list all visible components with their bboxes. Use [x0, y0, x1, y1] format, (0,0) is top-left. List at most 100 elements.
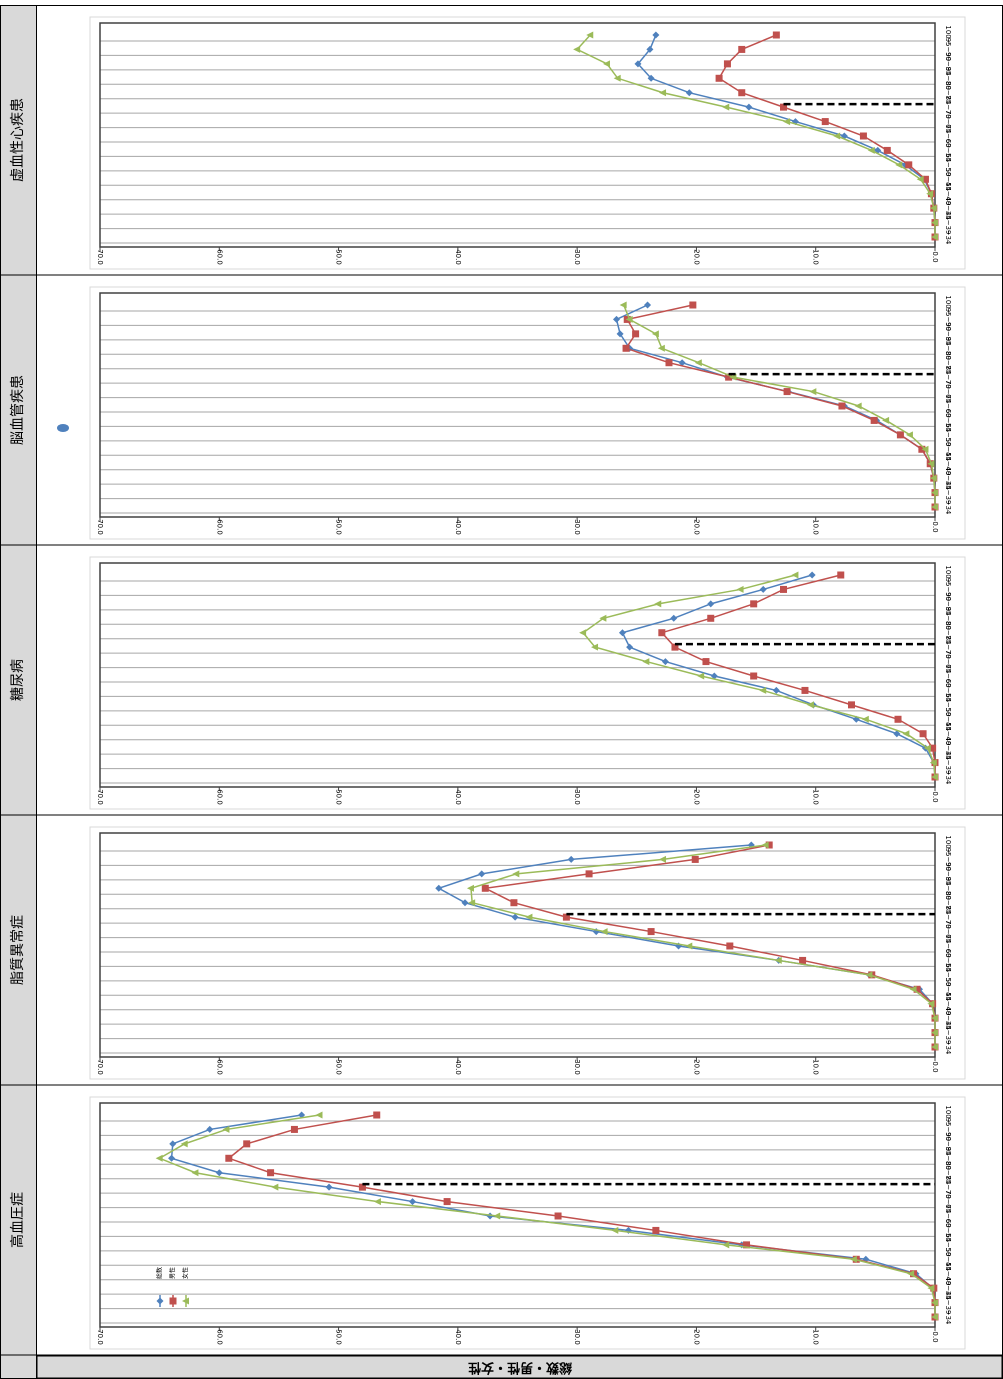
marker: [927, 1284, 935, 1292]
x-tick-label: 50.0: [335, 1059, 343, 1075]
marker: [659, 855, 667, 863]
marker: [481, 884, 489, 892]
marker: [613, 74, 621, 82]
category-label: 75~79: [944, 365, 952, 389]
category-label: ~34: [944, 500, 952, 515]
category-label: 75~79: [944, 95, 952, 119]
marker: [931, 219, 938, 227]
category-label: 50~54: [944, 977, 952, 1001]
table-border: [0, 5, 1003, 1379]
marker: [689, 301, 697, 309]
series-line: [718, 34, 936, 237]
marker: [931, 503, 938, 511]
chart-frame: [89, 1096, 966, 1350]
marker: [243, 1140, 251, 1148]
marker: [931, 1043, 938, 1051]
category-label: 95~99: [944, 308, 952, 332]
plot-area: [99, 832, 936, 1058]
marker: [895, 161, 903, 169]
category-label: 70~74: [944, 920, 952, 944]
marker: [602, 60, 610, 68]
category-label: 40~44: [944, 1006, 952, 1030]
marker: [647, 928, 655, 936]
legend-marker: [169, 1297, 177, 1305]
marker: [573, 45, 581, 53]
series-line: [575, 34, 936, 237]
marker: [929, 474, 937, 482]
x-tick-label: 50.0: [335, 1329, 343, 1345]
marker: [611, 1226, 619, 1234]
category-label: 95~99: [944, 38, 952, 62]
category-label: 75~79: [944, 1175, 952, 1199]
category-label: 80~84: [944, 351, 952, 375]
category-label: 70~74: [944, 380, 952, 404]
marker: [783, 388, 791, 396]
marker: [670, 614, 678, 622]
x-tick-label: 0.0: [931, 1331, 939, 1342]
marker: [222, 1125, 230, 1133]
marker: [657, 344, 665, 352]
marker: [409, 1198, 417, 1206]
marker: [325, 1183, 333, 1191]
marker: [661, 658, 669, 666]
category-label: 75~79: [944, 905, 952, 929]
category-label: 35~39: [944, 751, 952, 775]
category-label: 65~69: [944, 664, 952, 688]
marker: [271, 1183, 279, 1191]
marker: [373, 1111, 381, 1119]
category-label: ~34: [944, 230, 952, 245]
category-label: 35~39: [944, 211, 952, 235]
marker: [493, 1212, 501, 1220]
marker: [909, 985, 917, 993]
marker: [579, 629, 587, 637]
category-label: 85~89: [944, 876, 952, 900]
marker: [750, 672, 758, 680]
x-tick-label: 70.0: [96, 1059, 104, 1075]
marker: [671, 643, 679, 651]
marker: [780, 103, 788, 111]
marker: [783, 118, 791, 126]
x-tick-label: 60.0: [215, 789, 223, 805]
category-label: 100~: [944, 1105, 952, 1124]
x-tick-label: 30.0: [573, 519, 581, 535]
marker: [694, 359, 702, 367]
marker: [870, 416, 878, 424]
marker: [642, 658, 650, 666]
marker: [567, 855, 575, 863]
category-label: 90~94: [944, 52, 952, 76]
marker: [616, 330, 624, 338]
marker: [625, 315, 633, 323]
category-label: 55~59: [944, 693, 952, 717]
marker: [168, 1154, 176, 1162]
marker: [618, 629, 626, 637]
x-tick-label: 50.0: [335, 249, 343, 265]
marker: [461, 899, 469, 907]
marker: [736, 585, 744, 593]
x-tick-label: 40.0: [454, 519, 462, 535]
x-tick-label: 20.0: [692, 789, 700, 805]
marker: [774, 956, 782, 964]
category-label: 65~69: [944, 394, 952, 418]
marker: [772, 686, 780, 694]
x-tick-label: 10.0: [812, 1329, 820, 1345]
marker: [626, 643, 634, 651]
marker: [586, 31, 594, 39]
x-tick-label: 60.0: [215, 249, 223, 265]
marker: [632, 330, 640, 338]
marker: [923, 744, 931, 752]
marker: [931, 1014, 938, 1022]
chart-frame: [89, 826, 966, 1080]
marker: [591, 643, 599, 651]
x-tick-label: 10.0: [812, 1059, 820, 1075]
marker: [916, 175, 924, 183]
category-label: 40~44: [944, 736, 952, 760]
category-label: 75~79: [944, 635, 952, 659]
category-label: 65~69: [944, 124, 952, 148]
category-label: 80~84: [944, 891, 952, 915]
category-label: 65~69: [944, 934, 952, 958]
x-tick-label: 0.0: [931, 521, 939, 532]
x-tick-label: 30.0: [573, 249, 581, 265]
plot-area: [99, 22, 936, 248]
marker: [929, 204, 937, 212]
x-tick-label: 40.0: [454, 1059, 462, 1075]
